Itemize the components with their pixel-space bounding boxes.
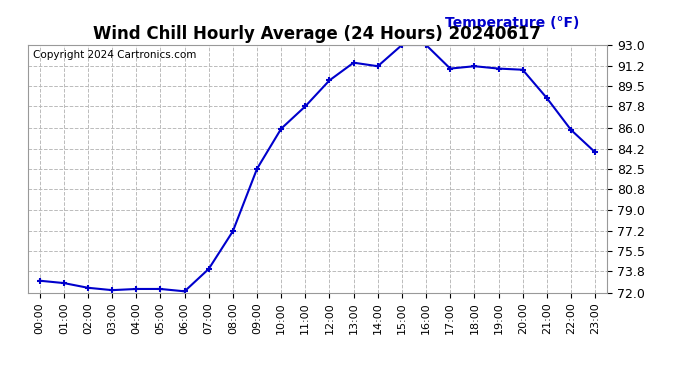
- Title: Wind Chill Hourly Average (24 Hours) 20240617: Wind Chill Hourly Average (24 Hours) 202…: [93, 26, 542, 44]
- Text: Temperature (°F): Temperature (°F): [445, 16, 580, 30]
- Text: Copyright 2024 Cartronics.com: Copyright 2024 Cartronics.com: [33, 50, 197, 60]
